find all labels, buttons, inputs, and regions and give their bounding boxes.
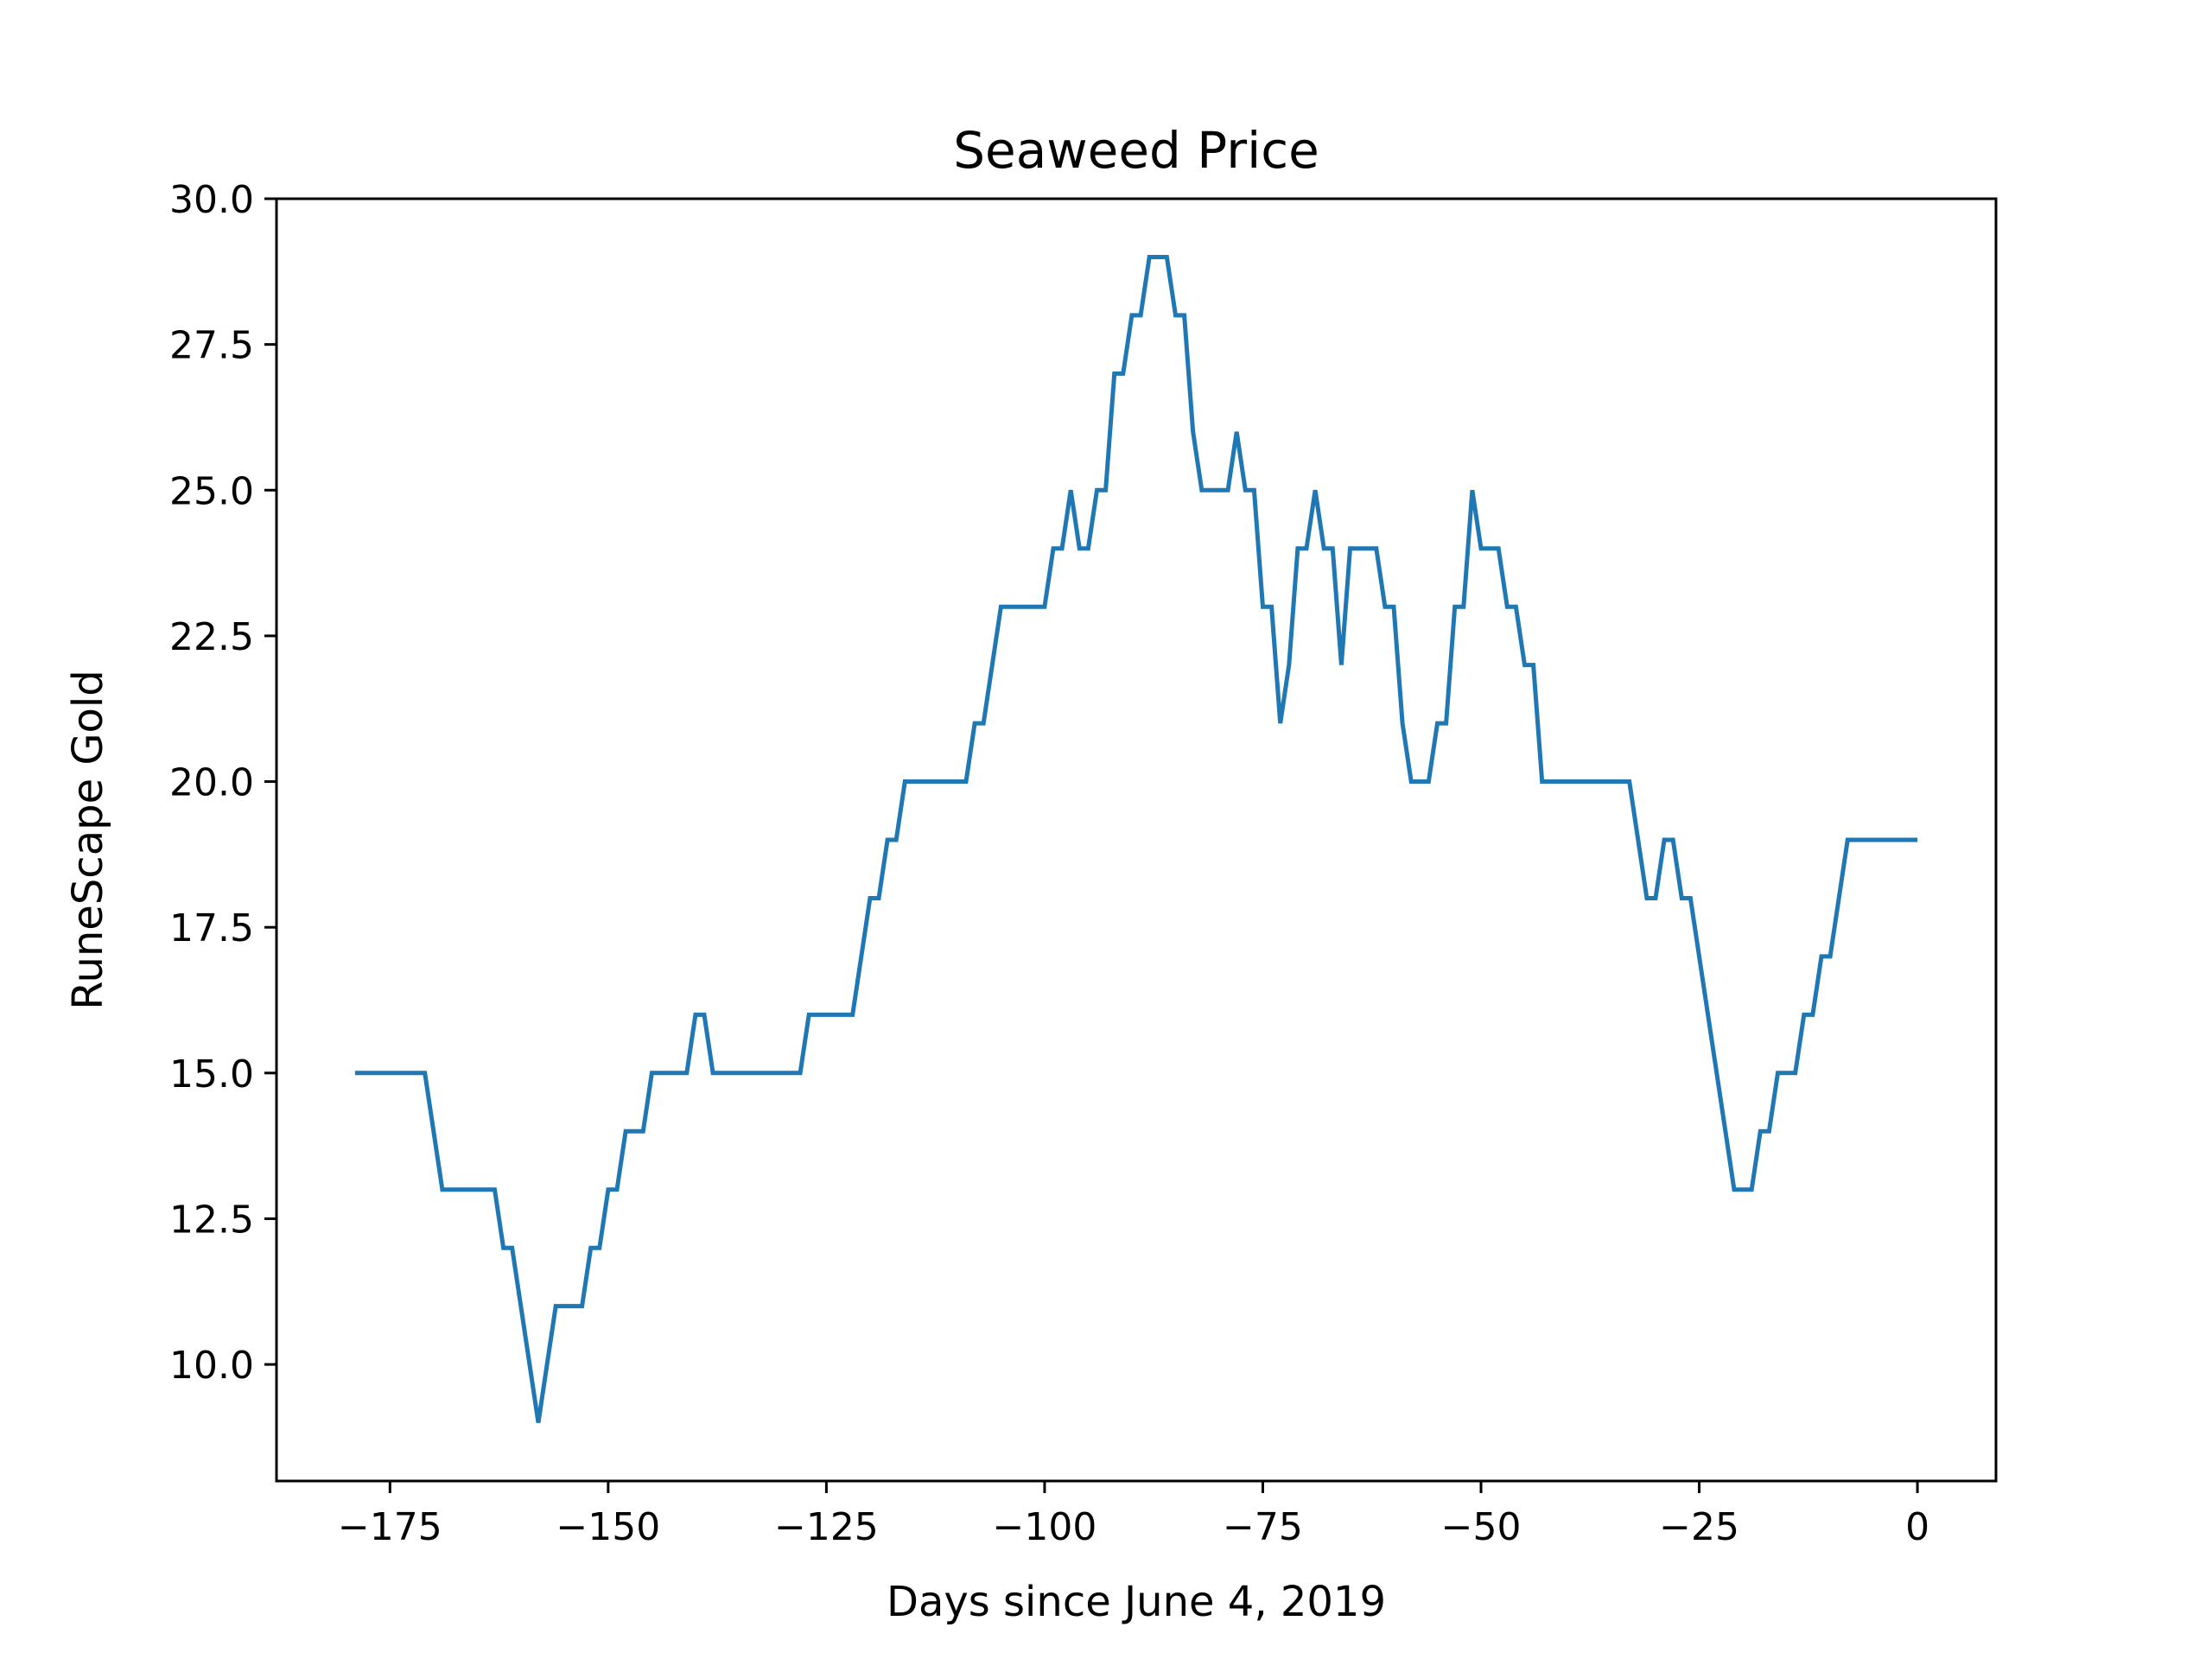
plot-area-frame xyxy=(275,197,1998,1483)
y-tick-label: 17.5 xyxy=(169,906,254,950)
chart-title: Seaweed Price xyxy=(953,121,1319,180)
y-axis-label: RuneScape Gold xyxy=(64,670,112,1009)
y-tick-label: 20.0 xyxy=(169,761,254,805)
x-tick-label: −175 xyxy=(338,1505,442,1549)
x-tick-label: −100 xyxy=(993,1505,1097,1549)
x-tick-label: −75 xyxy=(1223,1505,1303,1549)
y-tick-label: 30.0 xyxy=(169,178,254,222)
y-tick-label: 22.5 xyxy=(169,615,254,659)
y-tick-label: 15.0 xyxy=(169,1052,254,1096)
series-line-0 xyxy=(354,255,1918,1423)
y-axis: 10.0 12.5 15.0 17.5 20.0 22.5 25.0 27.5 30.0 xyxy=(169,178,276,1388)
y-tick-label: 10.0 xyxy=(169,1344,254,1388)
x-axis: −175 −150 −125 −100 −75 −50 −25 0 xyxy=(338,1481,1929,1549)
y-tick-label: 25.0 xyxy=(169,469,254,513)
x-tick-label: −50 xyxy=(1441,1505,1522,1549)
y-tick-label: 12.5 xyxy=(169,1198,254,1242)
x-tick-label: −125 xyxy=(774,1505,879,1549)
x-tick-label: −150 xyxy=(556,1505,660,1549)
x-axis-label: Days since June 4, 2019 xyxy=(887,1578,1386,1626)
y-tick-label: 27.5 xyxy=(169,324,254,368)
x-tick-label: −25 xyxy=(1659,1505,1739,1549)
x-tick-label: 0 xyxy=(1905,1505,1929,1549)
series-layer xyxy=(354,255,1918,1423)
